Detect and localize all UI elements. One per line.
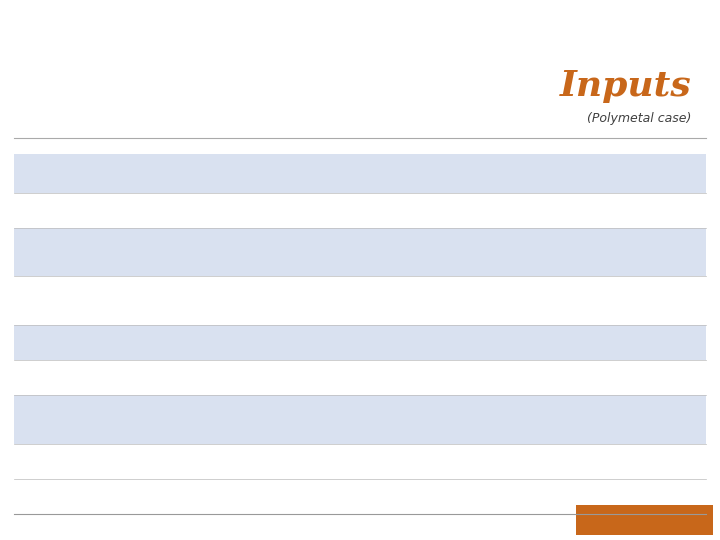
- Text: ml: ml: [254, 212, 264, 220]
- Text: Data on inflation was taken from the web-: Data on inflation was taken from the web…: [382, 450, 572, 460]
- Text: fl: fl: [254, 302, 259, 310]
- Text: R: R: [230, 165, 239, 174]
- Text: Damodaran web-site: Damodaran web-site: [382, 338, 475, 347]
- Text: fg: fg: [254, 254, 262, 261]
- Text: Difference between the yields of the Russian and U.S.: Difference between the yields of the Rus…: [382, 409, 625, 417]
- Text: R: R: [230, 292, 239, 302]
- Text: US: US: [266, 498, 277, 506]
- Text: (www.treasury.gov): (www.treasury.gov): [382, 251, 469, 260]
- Text: RP: RP: [230, 334, 246, 344]
- Text: R: R: [230, 201, 239, 212]
- Text: Ten-year federal bonds with debt amortization: Ten-year federal bonds with debt amortiz…: [382, 290, 590, 299]
- Text: 8,9%: 8,9%: [310, 456, 336, 467]
- Text: RP: RP: [230, 369, 246, 379]
- Text: TEAM 5: TEAM 5: [618, 514, 670, 526]
- Text: Inflation rate (RUS): Inflation rate (RUS): [22, 456, 121, 467]
- Text: 8,25%: 8,25%: [310, 338, 343, 348]
- Text: inf: inf: [230, 453, 245, 463]
- Text: inf: inf: [230, 488, 245, 498]
- Text: 1,7%: 1,7%: [310, 247, 336, 257]
- Text: Inputs: Inputs: [559, 70, 691, 103]
- Text: Damodaran web-site: Damodaran web-site: [382, 373, 475, 382]
- Text: Risk premium (USA): Risk premium (USA): [22, 373, 126, 383]
- Text: 7,7%: 7,7%: [310, 168, 336, 178]
- Text: Yield of the S & P 500 (weekly): Yield of the S & P 500 (weekly): [382, 169, 521, 178]
- Text: Local market returns (RUS): Local market returns (RUS): [22, 205, 163, 215]
- Text: R: R: [230, 411, 239, 421]
- Text: g: g: [260, 379, 265, 387]
- Text: Risk-free rate (USA): Risk-free rate (USA): [22, 247, 125, 257]
- Text: 6%: 6%: [310, 373, 326, 383]
- Text: c: c: [254, 421, 258, 429]
- Text: Inflation rate (USA): Inflation rate (USA): [22, 491, 121, 502]
- Text: Asset pricing on emerging markets: Asset pricing on emerging markets: [14, 28, 289, 42]
- Text: Yield of the MICEX (weekly): Yield of the MICEX (weekly): [382, 206, 505, 215]
- Text: Bonds/Damodaran web-site (for Damodaran’s model): Bonds/Damodaran web-site (for Damodaran’…: [382, 418, 623, 427]
- Text: R: R: [230, 244, 239, 253]
- Text: site.(iformatsiya.ru): site.(iformatsiya.ru): [382, 460, 471, 469]
- Text: Country risk: Country risk: [22, 415, 85, 424]
- Text: 4,7%/2,25%: 4,7%/2,25%: [310, 415, 372, 424]
- Text: (Polymetal case): (Polymetal case): [587, 112, 691, 125]
- Text: 6,4%: 6,4%: [310, 296, 336, 306]
- Text: (www.rushbonds.ru): (www.rushbonds.ru): [382, 300, 473, 308]
- Text: mg: mg: [254, 175, 266, 183]
- Text: 14,6%: 14,6%: [310, 205, 343, 215]
- Text: Local market returns (USA): Local market returns (USA): [22, 168, 163, 178]
- Text: 3%: 3%: [310, 491, 326, 502]
- Text: Risk-free rate (RUS): Risk-free rate (RUS): [22, 296, 125, 306]
- Text: RUS: RUS: [266, 463, 283, 471]
- Text: Risk premium (RUS): Risk premium (RUS): [22, 338, 126, 348]
- Text: l: l: [260, 344, 262, 352]
- Text: Ten-year-old US treasury bonds: Ten-year-old US treasury bonds: [382, 241, 523, 250]
